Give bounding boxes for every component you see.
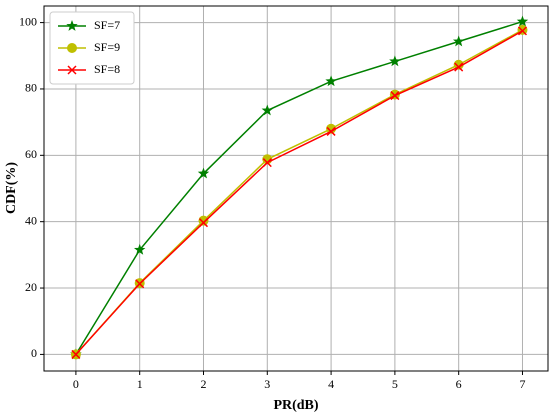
x-tick-label: 2 <box>200 377 206 391</box>
marker <box>390 91 400 101</box>
x-tick-label: 0 <box>73 377 79 391</box>
marker <box>67 43 77 53</box>
marker <box>71 349 81 359</box>
marker <box>326 123 337 134</box>
legend-label: SF=8 <box>94 62 120 76</box>
x-tick-label: 4 <box>328 377 334 391</box>
marker <box>453 59 464 70</box>
y-tick-label: 80 <box>25 81 37 95</box>
plot-frame <box>43 5 549 372</box>
marker <box>325 75 337 87</box>
series-line <box>75 30 523 355</box>
marker <box>197 167 210 179</box>
y-tick-label: 40 <box>25 213 37 227</box>
y-tick-label: 100 <box>19 14 37 28</box>
x-tick-label: 5 <box>392 377 398 391</box>
marker <box>198 215 209 226</box>
y-axis-label: CDF(%) <box>4 162 19 214</box>
series-line <box>75 29 523 355</box>
marker <box>454 62 464 72</box>
x-tick-label: 7 <box>519 377 525 391</box>
marker <box>133 243 146 255</box>
marker <box>326 126 336 136</box>
legend-label: SF=9 <box>94 40 120 54</box>
marker <box>67 65 77 75</box>
series-line <box>75 20 523 355</box>
marker <box>262 158 272 168</box>
y-tick-label: 20 <box>25 280 37 294</box>
legend-box <box>49 11 135 85</box>
marker <box>135 279 145 289</box>
x-tick-label: 1 <box>137 377 143 391</box>
marker <box>516 15 529 27</box>
marker <box>66 20 78 31</box>
legend-label: SF=7 <box>94 18 120 32</box>
marker <box>198 218 209 228</box>
y-tick-label: 60 <box>25 147 37 161</box>
marker <box>261 104 273 116</box>
marker <box>452 35 465 47</box>
x-tick-label: 6 <box>456 377 462 391</box>
marker <box>517 26 528 36</box>
legend: SF=7 SF=9 SF=8 <box>49 11 135 85</box>
x-tick-label: 3 <box>264 377 270 391</box>
x-axis-label: PR(dB) <box>273 398 318 413</box>
marker <box>389 55 401 67</box>
y-tick-label: 0 <box>31 346 37 360</box>
